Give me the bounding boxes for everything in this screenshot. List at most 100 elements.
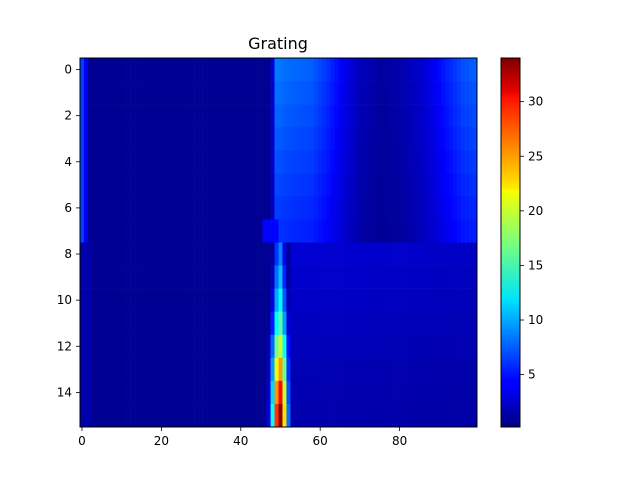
- heatmap-cell: [139, 127, 144, 151]
- heatmap-cell: [425, 81, 430, 105]
- heatmap-cell: [401, 196, 406, 220]
- heatmap-cell: [433, 104, 438, 128]
- heatmap-cell: [203, 219, 208, 243]
- heatmap-cell: [473, 81, 478, 105]
- heatmap-cell: [218, 173, 224, 197]
- heatmap-cell: [87, 288, 93, 312]
- heatmap-cell: [473, 104, 478, 128]
- heatmap-cell: [159, 127, 164, 151]
- heatmap-cell: [87, 403, 93, 428]
- heatmap-cell: [385, 196, 390, 220]
- heatmap-cell: [123, 265, 128, 289]
- heatmap-cell: [127, 265, 132, 289]
- heatmap-cell: [171, 150, 176, 174]
- heatmap-cell: [326, 288, 331, 312]
- heatmap-cell: [294, 127, 299, 151]
- heatmap-cell: [139, 150, 144, 174]
- heatmap-cell: [461, 173, 466, 197]
- heatmap-cell: [286, 104, 291, 128]
- heatmap-cell: [242, 219, 248, 243]
- heatmap-cell: [234, 403, 240, 428]
- heatmap-cell: [159, 288, 164, 312]
- heatmap-cell: [91, 81, 97, 105]
- heatmap-cell: [87, 58, 93, 82]
- heatmap-cell: [433, 380, 438, 405]
- heatmap-cell: [349, 173, 355, 197]
- heatmap-cell: [222, 127, 228, 151]
- heatmap-cell: [369, 288, 375, 312]
- heatmap-cell: [250, 127, 255, 151]
- heatmap-cell: [290, 380, 295, 405]
- heatmap-cell: [465, 357, 470, 382]
- heatmap-cell: [326, 265, 331, 289]
- heatmap-cell: [326, 104, 331, 128]
- heatmap-cell: [80, 265, 85, 289]
- heatmap-cell: [409, 311, 414, 336]
- heatmap-cell: [357, 219, 363, 243]
- heatmap-cell: [103, 127, 109, 151]
- heatmap-cell: [361, 173, 367, 197]
- heatmap-cell: [322, 127, 327, 151]
- heatmap-cell: [322, 311, 327, 336]
- heatmap-cell: [330, 288, 335, 312]
- heatmap-cell: [357, 104, 363, 128]
- heatmap-cell: [246, 403, 252, 428]
- heatmap-cell: [334, 196, 339, 220]
- heatmap-cell: [131, 311, 136, 336]
- heatmap-cell: [345, 357, 351, 382]
- y-tick-label: 0: [64, 63, 72, 77]
- heatmap-cell: [103, 311, 109, 336]
- heatmap-cell: [294, 104, 299, 128]
- heatmap-cell: [437, 196, 442, 220]
- heatmap-cell: [230, 196, 236, 220]
- heatmap-cell: [254, 265, 259, 289]
- heatmap-cell: [175, 311, 180, 336]
- heatmap-cell: [318, 242, 323, 266]
- heatmap-cell: [83, 380, 89, 405]
- heatmap-cell: [409, 150, 414, 174]
- heatmap-cell: [457, 196, 462, 220]
- heatmap-cell: [473, 58, 478, 82]
- heatmap-cell: [211, 150, 216, 174]
- heatmap-cell: [322, 265, 327, 289]
- heatmap-cell: [143, 242, 148, 266]
- heatmap-cell: [195, 288, 200, 312]
- heatmap-cell: [345, 196, 351, 220]
- heatmap-cell: [155, 81, 160, 105]
- heatmap-cell: [445, 104, 450, 128]
- heatmap-cell: [238, 357, 244, 382]
- heatmap-cell: [441, 173, 446, 197]
- heatmap-cell: [377, 104, 383, 128]
- heatmap-cell: [262, 196, 267, 220]
- heatmap-cell: [83, 58, 89, 82]
- heatmap-cell: [385, 127, 390, 151]
- heatmap-cell: [425, 334, 430, 359]
- heatmap-cell: [473, 403, 478, 428]
- heatmap-cell: [298, 357, 303, 382]
- heatmap-cell: [413, 219, 418, 243]
- heatmap-cell: [230, 380, 236, 405]
- heatmap-cell: [143, 334, 148, 359]
- heatmap-cell: [401, 219, 406, 243]
- heatmap-cell: [381, 265, 386, 289]
- heatmap-cell: [207, 150, 212, 174]
- heatmap-cell: [83, 104, 89, 128]
- heatmap-cell: [294, 380, 299, 405]
- heatmap-cell: [207, 173, 212, 197]
- heatmap-cell: [417, 81, 422, 105]
- heatmap-cell: [457, 403, 462, 428]
- heatmap-cell: [87, 196, 93, 220]
- heatmap-cell: [115, 219, 120, 243]
- heatmap-cell: [163, 219, 168, 243]
- heatmap-cell: [171, 380, 176, 405]
- heatmap-cell: [222, 104, 228, 128]
- heatmap-cell: [80, 311, 85, 336]
- heatmap-cell: [294, 58, 299, 82]
- heatmap-cell: [282, 81, 287, 105]
- heatmap-cell: [310, 288, 315, 312]
- heatmap-cell: [226, 288, 232, 312]
- heatmap-cell: [345, 58, 351, 82]
- heatmap-cell: [381, 219, 386, 243]
